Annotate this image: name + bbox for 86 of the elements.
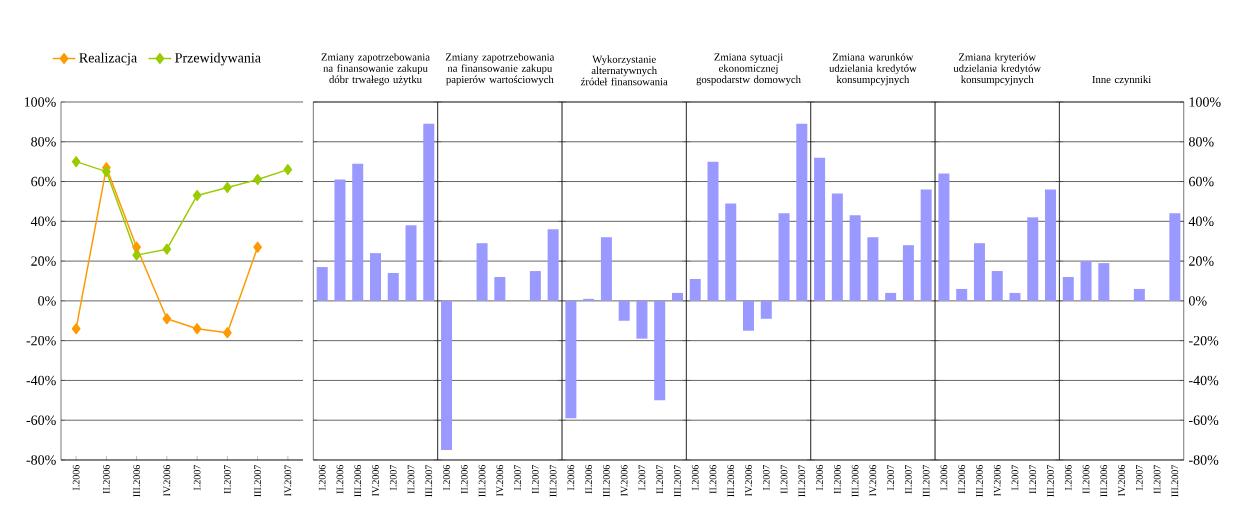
y-tick-label: 0%	[38, 296, 56, 306]
chart-title: Wykorzystanie alternatywnych źródeł finansowania	[580, 55, 668, 86]
x-tick-label: I.2007	[1011, 464, 1019, 491]
y-tick-label: 60%	[1189, 176, 1214, 187]
chart-title: Zmiana warunków udzielania kredytów konsumpcyjnych	[829, 53, 917, 86]
x-tick-label: II.2007	[780, 464, 788, 494]
x-tick-label: III.2007	[798, 464, 806, 497]
x-tick-label: III.2007	[254, 464, 262, 497]
x-tick-label: III.2006	[354, 464, 362, 497]
x-tick-label: III.2007	[549, 464, 557, 497]
x-tick-label: II.2007	[1153, 464, 1161, 494]
y-tick-label: 60%	[31, 176, 56, 187]
x-tick-label: IV.2006	[1118, 464, 1125, 497]
chart-title: Zmiany zapotrzebowania na finansowanie zakupu papierów wartościowych	[445, 53, 555, 86]
x-tick-label: I.2006	[816, 464, 823, 491]
x-tick-label: II.2007	[656, 464, 664, 494]
y-tick-label: -20%	[26, 335, 56, 346]
x-tick-label: I.2007	[638, 464, 646, 491]
y-tick-label: 100%	[1189, 97, 1221, 107]
y-tick-label: -40%	[26, 375, 56, 386]
y-tick-label: 80%	[1188, 137, 1214, 147]
x-tick-label: II.2006	[460, 464, 468, 494]
chart-title: Zmiany zapotrzebowania na finansowanie zakupu dóbr trwałego użytku	[321, 53, 430, 86]
y-tick-label: -20%	[1188, 335, 1219, 346]
y-tick-label: -60%	[1188, 415, 1219, 425]
x-tick-label: I.2007	[514, 464, 521, 491]
x-tick-label: II.2007	[407, 464, 415, 494]
y-tick-label: 100%	[24, 97, 56, 107]
x-tick-label: I.2007	[887, 464, 895, 491]
x-tick-label: III.2006	[976, 464, 983, 497]
x-tick-label: IV.2006	[372, 464, 379, 497]
x-tick-label: IV.2006	[869, 464, 877, 497]
x-tick-label: I.2006	[940, 464, 948, 491]
x-tick-label: IV.2006	[993, 464, 1001, 497]
chart-title: Zmiana sytuacji ekonomicznej gospodarstw domowych	[696, 53, 801, 86]
y-tick-label: 0%	[1188, 296, 1207, 306]
x-tick-label: I.2006	[567, 464, 575, 491]
x-tick-label: II.2007	[531, 464, 539, 494]
x-tick-label: I.2007	[1135, 464, 1143, 491]
x-tick-label: II.2006	[336, 464, 344, 494]
x-tick-label: III.2007	[1047, 464, 1054, 497]
x-tick-label: I.2007	[389, 464, 397, 491]
x-tick-label: IV.2006	[496, 464, 504, 497]
x-tick-label: I.2006	[72, 464, 80, 491]
chart-title: Inne czynniki	[1092, 75, 1151, 86]
x-tick-label: III.2006	[1100, 464, 1108, 497]
x-tick-label: III.2006	[603, 464, 610, 497]
x-tick-label: II.2006	[833, 464, 841, 494]
y-tick-label: 20%	[31, 256, 56, 266]
x-tick-label: III.2006	[133, 464, 141, 497]
x-tick-label: II.2007	[223, 464, 231, 494]
x-tick-label: I.2006	[1064, 464, 1072, 491]
y-tick-label: -40%	[1188, 375, 1219, 386]
y-tick-label: 80%	[31, 137, 56, 147]
x-tick-label: I.2007	[193, 464, 201, 491]
x-tick-label: II.2006	[102, 464, 110, 494]
x-tick-label: III.2007	[1171, 464, 1179, 497]
x-tick-label: IV.2007	[284, 464, 292, 497]
x-tick-label: I.2006	[318, 464, 326, 491]
x-tick-label: III.2007	[674, 464, 681, 497]
x-tick-label: II.2006	[958, 464, 966, 494]
x-tick-label: II.2006	[1082, 464, 1090, 494]
y-tick-label: 40%	[30, 216, 56, 227]
x-tick-label: III.2007	[922, 464, 930, 497]
x-tick-label: I.2006	[691, 464, 699, 491]
x-tick-label: III.2006	[727, 464, 735, 497]
x-tick-label: II.2006	[709, 464, 717, 494]
y-tick-label: -80%	[1188, 455, 1219, 465]
x-tick-label: III.2006	[851, 464, 859, 497]
y-tick-label: -60%	[26, 415, 56, 425]
x-tick-label: I.2006	[443, 464, 450, 491]
x-tick-label: I.2007	[762, 464, 770, 491]
x-tick-label: II.2007	[905, 464, 912, 494]
x-tick-label: IV.2006	[620, 464, 628, 497]
legend-label: Realizacja	[79, 52, 137, 66]
x-tick-label: IV.2006	[163, 464, 171, 497]
chart-title: Zmiana kryteriów udzielania kredytów konsumpcyjnych	[953, 53, 1042, 86]
x-tick-label: III.2007	[425, 464, 433, 497]
x-tick-label: II.2006	[585, 464, 593, 494]
y-tick-label: -80%	[26, 455, 56, 465]
legend-label: Przewidywania	[175, 52, 261, 66]
y-tick-label: 40%	[1188, 216, 1214, 227]
x-tick-label: III.2006	[478, 464, 486, 497]
y-tick-label: 20%	[1189, 256, 1214, 266]
x-tick-label: II.2007	[1029, 464, 1037, 494]
x-tick-label: IV.2006	[745, 464, 752, 497]
